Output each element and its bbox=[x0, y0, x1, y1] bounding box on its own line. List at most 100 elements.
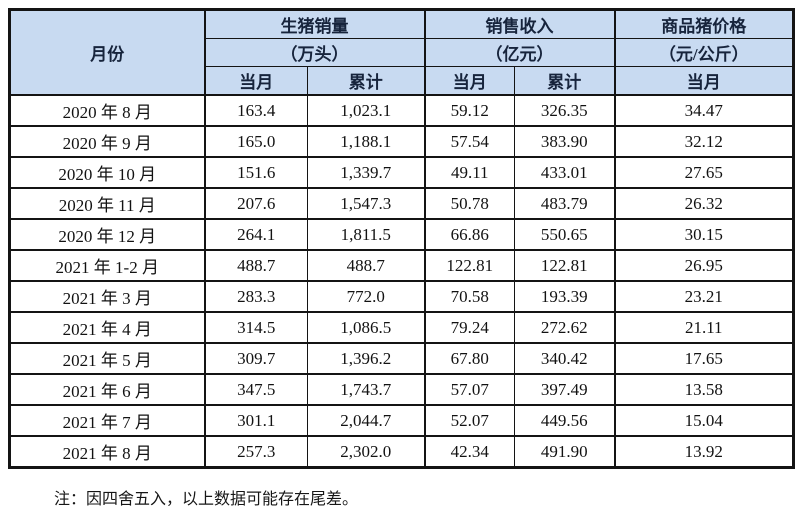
cell-month: 2020 年 12 月 bbox=[9, 218, 205, 251]
cell-revenue-current: 52.07 bbox=[423, 404, 515, 437]
cell-price-current: 26.95 bbox=[613, 249, 794, 282]
cell-revenue-current: 67.80 bbox=[423, 342, 515, 375]
cell-volume-current: 257.3 bbox=[203, 435, 308, 469]
cell-volume-current: 309.7 bbox=[203, 342, 308, 375]
cell-volume-current: 314.5 bbox=[203, 311, 308, 344]
cell-month: 2021 年 7 月 bbox=[9, 404, 205, 437]
table-row: 2021 年 3 月 283.3 772.0 70.58 193.39 23.21 bbox=[9, 280, 794, 313]
cell-revenue-current: 50.78 bbox=[423, 187, 515, 220]
cell-month: 2021 年 5 月 bbox=[9, 342, 205, 375]
cell-price-current: 13.58 bbox=[613, 373, 794, 406]
table-row: 2021 年 4 月 314.5 1,086.5 79.24 272.62 21.11 bbox=[9, 311, 794, 344]
cell-revenue-cumulative: 550.65 bbox=[514, 218, 615, 251]
header-title-row: 月份 生猪销量 销售收入 商品猪价格 bbox=[9, 9, 794, 96]
cell-price-current: 15.04 bbox=[613, 404, 794, 437]
cell-volume-current: 488.7 bbox=[203, 249, 308, 282]
cell-month: 2021 年 6 月 bbox=[9, 373, 205, 406]
cell-revenue-cumulative: 397.49 bbox=[514, 373, 615, 406]
cell-volume-current: 264.1 bbox=[203, 218, 308, 251]
cell-volume-cumulative: 1,086.5 bbox=[307, 311, 425, 344]
pig-sales-table: 月份 生猪销量 销售收入 商品猪价格 （万头） （亿元） （元/公斤） 当月 累… bbox=[8, 8, 795, 469]
header-unit-price: （元/公斤） bbox=[613, 38, 794, 67]
table-header: 月份 生猪销量 销售收入 商品猪价格 （万头） （亿元） （元/公斤） 当月 累… bbox=[9, 9, 794, 96]
cell-volume-cumulative: 488.7 bbox=[307, 249, 425, 282]
cell-revenue-cumulative: 491.90 bbox=[514, 435, 615, 469]
cell-volume-current: 301.1 bbox=[203, 404, 308, 437]
cell-revenue-current: 49.11 bbox=[423, 156, 515, 189]
cell-price-current: 27.65 bbox=[613, 156, 794, 189]
cell-revenue-cumulative: 193.39 bbox=[514, 280, 615, 313]
table-row: 2020 年 8 月 163.4 1,023.1 59.12 326.35 34.47 bbox=[9, 94, 794, 127]
cell-month: 2020 年 10 月 bbox=[9, 156, 205, 189]
cell-month: 2020 年 8 月 bbox=[9, 94, 205, 127]
cell-volume-current: 151.6 bbox=[203, 156, 308, 189]
cell-revenue-cumulative: 449.56 bbox=[514, 404, 615, 437]
header-unit-revenue: （亿元） bbox=[423, 38, 615, 67]
cell-volume-current: 207.6 bbox=[203, 187, 308, 220]
cell-volume-cumulative: 1,396.2 bbox=[307, 342, 425, 375]
header-group-revenue: 销售收入 bbox=[423, 9, 615, 39]
cell-revenue-cumulative: 326.35 bbox=[514, 94, 615, 127]
header-unit-volume: （万头） bbox=[203, 38, 425, 67]
table-row: 2020 年 12 月 264.1 1,811.5 66.86 550.65 30.15 bbox=[9, 218, 794, 251]
table-row: 2020 年 9 月 165.0 1,188.1 57.54 383.90 32.12 bbox=[9, 125, 794, 158]
cell-month: 2020 年 11 月 bbox=[9, 187, 205, 220]
footnote: 注：因四舍五入，以上数据可能存在尾差。 bbox=[54, 491, 359, 508]
cell-revenue-cumulative: 383.90 bbox=[514, 125, 615, 158]
header-revenue-current: 当月 bbox=[423, 66, 515, 96]
cell-price-current: 34.47 bbox=[613, 94, 794, 127]
cell-revenue-current: 42.34 bbox=[423, 435, 515, 469]
table-body: 2020 年 8 月 163.4 1,023.1 59.12 326.35 34.47 20… bbox=[9, 94, 794, 469]
cell-revenue-cumulative: 272.62 bbox=[514, 311, 615, 344]
cell-price-current: 17.65 bbox=[613, 342, 794, 375]
cell-volume-current: 283.3 bbox=[203, 280, 308, 313]
cell-volume-cumulative: 2,302.0 bbox=[307, 435, 425, 469]
table-row: 2021 年 5 月 309.7 1,396.2 67.80 340.42 17.65 bbox=[9, 342, 794, 375]
cell-price-current: 30.15 bbox=[613, 218, 794, 251]
cell-revenue-current: 57.07 bbox=[423, 373, 515, 406]
cell-volume-cumulative: 2,044.7 bbox=[307, 404, 425, 437]
cell-revenue-current: 66.86 bbox=[423, 218, 515, 251]
cell-revenue-cumulative: 483.79 bbox=[514, 187, 615, 220]
cell-volume-current: 163.4 bbox=[203, 94, 308, 127]
cell-volume-cumulative: 1,547.3 bbox=[307, 187, 425, 220]
header-group-volume: 生猪销量 bbox=[203, 9, 425, 39]
cell-price-current: 32.12 bbox=[613, 125, 794, 158]
cell-volume-current: 347.5 bbox=[203, 373, 308, 406]
table-row: 2021 年 8 月 257.3 2,302.0 42.34 491.90 13.92 bbox=[9, 435, 794, 469]
cell-month: 2021 年 8 月 bbox=[9, 435, 205, 469]
table-row: 2020 年 11 月 207.6 1,547.3 50.78 483.79 26.32 bbox=[9, 187, 794, 220]
cell-volume-cumulative: 772.0 bbox=[307, 280, 425, 313]
table-row: 2021 年 7 月 301.1 2,044.7 52.07 449.56 15.04 bbox=[9, 404, 794, 437]
cell-revenue-current: 59.12 bbox=[423, 94, 515, 127]
cell-month: 2020 年 9 月 bbox=[9, 125, 205, 158]
cell-revenue-current: 57.54 bbox=[423, 125, 515, 158]
cell-volume-current: 165.0 bbox=[203, 125, 308, 158]
header-revenue-cumulative: 累计 bbox=[514, 66, 615, 96]
cell-revenue-current: 122.81 bbox=[423, 249, 515, 282]
header-unit-row: （万头） （亿元） （元/公斤） bbox=[10, 38, 794, 67]
cell-volume-cumulative: 1,811.5 bbox=[307, 218, 425, 251]
header-month: 月份 bbox=[9, 9, 205, 96]
table-row: 2021 年 1-2 月 488.7 488.7 122.81 122.81 26.95 bbox=[9, 249, 794, 282]
header-volume-cumulative: 累计 bbox=[307, 66, 425, 96]
cell-revenue-cumulative: 340.42 bbox=[514, 342, 615, 375]
cell-revenue-current: 70.58 bbox=[423, 280, 515, 313]
header-subcol-row: 当月 累计 当月 累计 当月 bbox=[10, 66, 794, 96]
cell-price-current: 13.92 bbox=[613, 435, 794, 469]
cell-month: 2021 年 3 月 bbox=[9, 280, 205, 313]
cell-price-current: 23.21 bbox=[613, 280, 794, 313]
cell-price-current: 26.32 bbox=[613, 187, 794, 220]
header-volume-current: 当月 bbox=[203, 66, 308, 96]
cell-revenue-cumulative: 122.81 bbox=[514, 249, 615, 282]
cell-volume-cumulative: 1,339.7 bbox=[307, 156, 425, 189]
header-price-current: 当月 bbox=[613, 66, 794, 96]
cell-revenue-current: 79.24 bbox=[423, 311, 515, 344]
cell-volume-cumulative: 1,743.7 bbox=[307, 373, 425, 406]
cell-revenue-cumulative: 433.01 bbox=[514, 156, 615, 189]
cell-price-current: 21.11 bbox=[613, 311, 794, 344]
cell-month: 2021 年 1-2 月 bbox=[9, 249, 205, 282]
table-row: 2021 年 6 月 347.5 1,743.7 57.07 397.49 13.58 bbox=[9, 373, 794, 406]
cell-volume-cumulative: 1,023.1 bbox=[307, 94, 425, 127]
